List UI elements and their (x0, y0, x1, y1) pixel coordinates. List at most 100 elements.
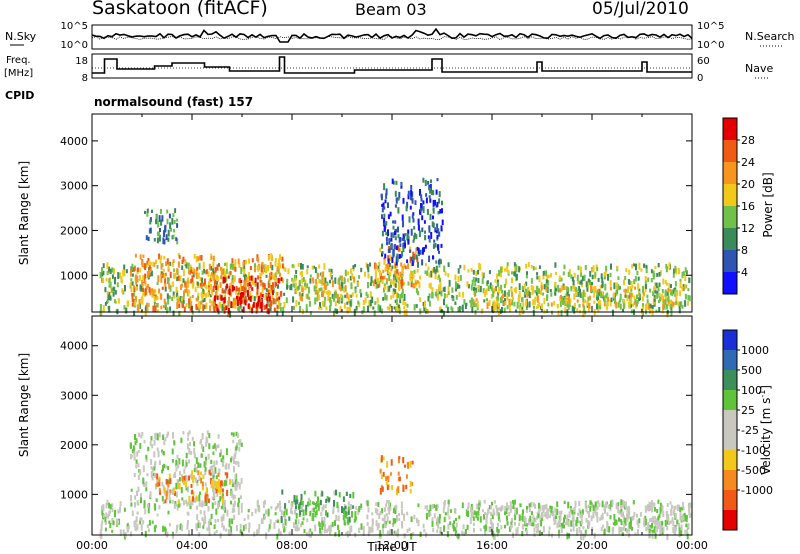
power-cell (158, 215, 161, 222)
power-cell (158, 253, 161, 260)
power-cell (528, 301, 531, 308)
velocity-cell (288, 500, 290, 504)
power-cell (144, 263, 147, 271)
power-cell (146, 211, 149, 217)
velocity-cell (193, 451, 196, 456)
velocity-cell (162, 464, 164, 472)
power-cell (658, 282, 661, 287)
power-cell (204, 284, 207, 288)
power-cell (636, 270, 639, 276)
power-cell (234, 303, 237, 309)
velocity-cell (203, 502, 206, 507)
power-cell (527, 286, 530, 291)
power-cell (147, 284, 149, 288)
power-cell (438, 191, 441, 198)
power-cell (153, 238, 156, 242)
power-cell (153, 262, 156, 267)
power-cell (400, 279, 402, 285)
power-cell (436, 178, 439, 182)
power-cell (633, 263, 635, 267)
velocity-cell (231, 518, 234, 524)
power-cell (292, 279, 295, 284)
power-cell (390, 279, 393, 285)
velocity-cell (413, 514, 416, 520)
velocity-cell (177, 501, 180, 508)
velocity-cell (166, 433, 169, 438)
velocity-cell (139, 517, 142, 521)
velocity-cell (512, 502, 515, 509)
velocity-cell (452, 523, 455, 529)
velocity-cell (541, 511, 544, 519)
power-cell (429, 213, 432, 221)
power-cell (397, 293, 399, 299)
power-cell (435, 289, 438, 295)
power-cell (142, 287, 145, 292)
velocity-cell (217, 472, 220, 477)
velocity-cell (142, 477, 145, 485)
velocity-cell (385, 503, 388, 507)
power-cell (634, 302, 637, 307)
power-cell (331, 293, 334, 299)
power-cell (494, 287, 497, 291)
power-cell (205, 302, 208, 309)
power-cell (394, 230, 396, 235)
velocity-colorbar-swatch (723, 370, 737, 390)
velocity-cell (665, 511, 668, 516)
velocity-cell (171, 459, 174, 463)
power-cell (409, 246, 412, 252)
power-cell (357, 300, 360, 305)
velocity-cell (156, 478, 159, 486)
velocity-cell (334, 520, 336, 526)
velocity-cell (201, 481, 204, 487)
power-cell (471, 306, 474, 313)
power-cell (182, 256, 185, 262)
power-cell (411, 191, 414, 198)
velocity-cell (231, 479, 234, 484)
power-cell (320, 287, 323, 292)
power-cell (645, 303, 648, 311)
power-cell (367, 282, 370, 286)
power-cell (482, 288, 485, 294)
power-cell (338, 296, 341, 304)
velocity-cell (214, 501, 217, 506)
velocity-cell (269, 519, 272, 525)
power-cell (389, 272, 392, 277)
power-cell (203, 304, 206, 310)
velocity-cell (553, 517, 555, 521)
power-cell (364, 271, 366, 277)
power-cell (561, 296, 564, 303)
power-cell (640, 268, 643, 272)
power-cell (407, 235, 410, 243)
power-cell (150, 270, 153, 277)
velocity-cell (525, 506, 528, 513)
velocity-cell (541, 506, 544, 511)
velocity-cell (571, 514, 574, 521)
power-cell (432, 190, 435, 196)
power-cell (425, 197, 428, 204)
velocity-colorbar-label-main: Velocity [m s (759, 398, 773, 475)
power-cell (532, 299, 535, 306)
power-colorbar-tick-label: 12 (741, 222, 755, 235)
power-cell (164, 277, 167, 285)
velocity-cell (188, 496, 191, 503)
power-cell (251, 287, 254, 291)
velocity-cell (207, 521, 210, 528)
power-cell (379, 247, 382, 253)
power-cell (315, 283, 318, 287)
power-cell (566, 286, 569, 292)
power-cell (684, 267, 687, 273)
velocity-cell (216, 485, 219, 490)
power-cell (328, 291, 331, 295)
power-cell (338, 283, 341, 290)
power-cell (249, 305, 252, 313)
power-cell (562, 271, 565, 276)
velocity-cell (163, 440, 166, 446)
power-cell (123, 305, 126, 310)
velocity-cell (598, 502, 601, 507)
velocity-cell (167, 431, 170, 436)
velocity-cell (240, 507, 243, 513)
power-cell (413, 253, 416, 260)
velocity-cell (626, 528, 629, 534)
velocity-cell (231, 490, 234, 496)
velocity-cell (217, 434, 220, 439)
